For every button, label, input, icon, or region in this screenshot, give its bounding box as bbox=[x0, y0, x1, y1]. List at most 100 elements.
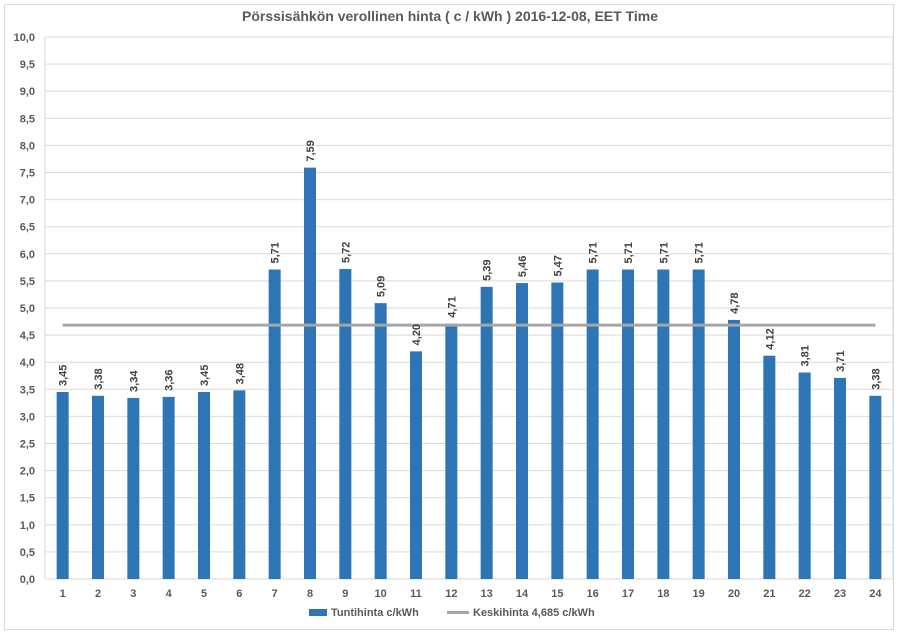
y-tick-label: 1,0 bbox=[20, 520, 35, 532]
bar bbox=[162, 396, 175, 579]
x-tick-label: 15 bbox=[551, 588, 563, 600]
bar bbox=[374, 303, 387, 579]
bar-value-label: 3,81 bbox=[800, 345, 812, 366]
bar bbox=[869, 395, 882, 579]
y-tick-label: 6,0 bbox=[20, 249, 35, 261]
x-tick-label: 14 bbox=[516, 588, 529, 600]
bar-value-label: 5,09 bbox=[376, 276, 388, 297]
x-tick-label: 6 bbox=[236, 588, 242, 600]
bar-value-label: 3,45 bbox=[58, 365, 70, 386]
bar bbox=[233, 390, 246, 579]
x-tick-label: 12 bbox=[445, 588, 457, 600]
bar-value-label: 3,48 bbox=[234, 363, 246, 384]
bar bbox=[622, 269, 634, 579]
bar-value-label: 5,47 bbox=[552, 255, 564, 276]
y-tick-label: 0,5 bbox=[20, 547, 35, 559]
bar-value-label: 5,46 bbox=[517, 256, 529, 277]
x-tick-label: 17 bbox=[622, 588, 634, 600]
x-tick-label: 20 bbox=[728, 588, 740, 600]
x-tick-label: 18 bbox=[657, 588, 669, 600]
x-tick-label: 11 bbox=[410, 588, 422, 600]
y-tick-label: 7,5 bbox=[20, 168, 35, 180]
y-tick-label: 2,0 bbox=[20, 466, 35, 478]
bar bbox=[692, 269, 705, 579]
x-tick-label: 1 bbox=[60, 588, 66, 600]
bar-value-label: 5,71 bbox=[270, 242, 282, 263]
x-tick-label: 8 bbox=[307, 588, 313, 600]
x-tick-label: 22 bbox=[799, 588, 811, 600]
bar bbox=[551, 282, 564, 579]
bar-value-label: 3,45 bbox=[199, 365, 211, 386]
x-tick-label: 10 bbox=[375, 588, 387, 600]
bar-value-label: 3,71 bbox=[835, 350, 847, 371]
y-tick-label: 5,0 bbox=[20, 303, 35, 315]
y-tick-label: 7,0 bbox=[20, 195, 35, 207]
legend-label-bar: Tuntihinta c/kWh bbox=[331, 607, 419, 619]
x-tick-label: 19 bbox=[693, 588, 705, 600]
bars bbox=[56, 167, 882, 579]
bar bbox=[657, 269, 670, 579]
bar-value-label: 5,71 bbox=[694, 242, 706, 263]
y-tick-label: 3,5 bbox=[20, 384, 35, 396]
bar bbox=[268, 269, 281, 579]
y-tick-label: 5,5 bbox=[20, 276, 35, 288]
x-tick-label: 23 bbox=[834, 588, 846, 600]
bar-value-label: 3,34 bbox=[128, 370, 140, 392]
legend-swatch-bar bbox=[309, 609, 327, 616]
bar bbox=[763, 355, 776, 579]
bar bbox=[304, 167, 316, 579]
y-tick-label: 9,0 bbox=[20, 86, 35, 98]
bar bbox=[480, 286, 493, 579]
x-axis-ticks: 1 2 3 4 5 6 7 8 9 10 11 12 13 14 15 16 17 18 19 20 21 22 23 24 bbox=[60, 588, 883, 600]
x-tick-label: 16 bbox=[587, 588, 599, 600]
bar bbox=[516, 283, 528, 579]
gridlines bbox=[44, 36, 894, 580]
y-tick-label: 6,5 bbox=[20, 222, 35, 234]
bar-value-label: 7,59 bbox=[305, 140, 317, 161]
x-tick-label: 5 bbox=[201, 588, 207, 600]
y-tick-label: 4,5 bbox=[20, 330, 35, 342]
bar-value-label: 3,38 bbox=[870, 368, 882, 389]
bar-value-label: 5,72 bbox=[340, 242, 352, 263]
y-tick-label: 0,0 bbox=[20, 574, 35, 586]
y-tick-label: 1,5 bbox=[20, 493, 35, 505]
bar-value-label: 4,78 bbox=[729, 293, 741, 314]
x-tick-label: 13 bbox=[481, 588, 493, 600]
y-tick-label: 2,5 bbox=[20, 439, 35, 451]
y-tick-label: 3,0 bbox=[20, 411, 35, 423]
bar-value-label: 5,71 bbox=[658, 242, 670, 263]
y-tick-label: 10,0 bbox=[14, 32, 35, 44]
x-tick-label: 7 bbox=[272, 588, 278, 600]
y-tick-label: 4,0 bbox=[20, 357, 35, 369]
chart-title: Pörssisähkön verollinen hinta ( c / kWh … bbox=[242, 8, 658, 24]
x-tick-label: 21 bbox=[763, 588, 775, 600]
x-tick-label: 4 bbox=[166, 588, 173, 600]
bar bbox=[339, 268, 352, 579]
y-tick-label: 8,0 bbox=[20, 140, 35, 152]
bar bbox=[445, 323, 458, 579]
x-tick-label: 24 bbox=[869, 588, 882, 600]
legend: Tuntihinta c/kWh Keskihinta 4,685 c/kWh bbox=[309, 607, 595, 619]
bar bbox=[798, 372, 811, 579]
bar bbox=[728, 319, 740, 579]
legend-label-line: Keskihinta 4,685 c/kWh bbox=[473, 607, 595, 619]
bar-value-label: 5,39 bbox=[482, 259, 494, 280]
y-axis-ticks: 0,0 0,5 1,0 1,5 2,0 2,5 3,0 3,5 4,0 4,5 5,0 5,5 6,0 6… bbox=[14, 32, 35, 586]
x-tick-label: 2 bbox=[95, 588, 101, 600]
bar bbox=[56, 392, 69, 579]
bar-value-label: 3,36 bbox=[164, 369, 176, 390]
y-tick-label: 9,5 bbox=[20, 59, 35, 71]
y-tick-label: 8,5 bbox=[20, 113, 35, 125]
bar-value-label: 3,38 bbox=[93, 368, 105, 389]
bar-value-label: 5,71 bbox=[623, 242, 635, 263]
bar bbox=[92, 395, 104, 579]
bar-value-label: 4,12 bbox=[764, 328, 776, 349]
bar bbox=[834, 377, 846, 579]
bar bbox=[586, 269, 599, 579]
data-labels: 3,45 3,38 3,34 3,36 3,45 3,48 5,71 7,59 5,72 5,09… bbox=[58, 140, 883, 392]
bar-value-label: 4,71 bbox=[446, 296, 458, 317]
bar bbox=[410, 351, 422, 579]
bar-value-label: 5,71 bbox=[588, 242, 600, 263]
bar bbox=[198, 392, 210, 579]
